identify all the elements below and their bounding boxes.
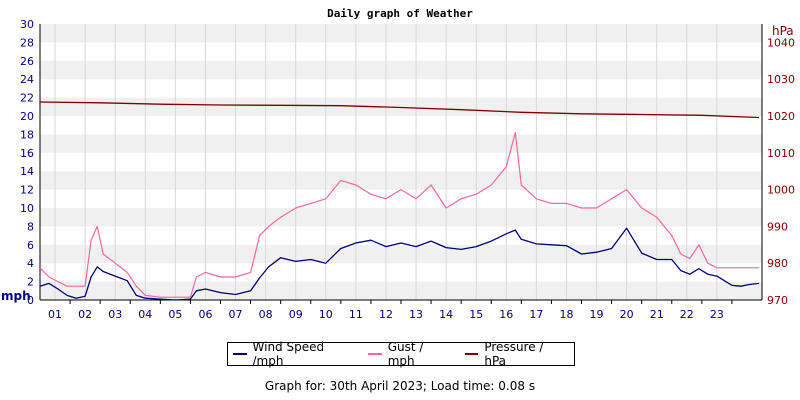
x-tick-label: 05 — [168, 308, 182, 321]
legend-label-pressure: Pressure / hPa — [484, 340, 544, 368]
axes — [39, 24, 763, 301]
grid-band — [40, 189, 762, 208]
x-tick-label: 22 — [680, 308, 694, 321]
x-tick-label: 19 — [590, 308, 604, 321]
x-tick-label: 04 — [138, 308, 152, 321]
y-axis-left-label: mph — [1, 289, 31, 303]
grid-band — [40, 152, 762, 172]
y-tick-label-right: 1040 — [767, 36, 795, 49]
x-tick-label: 01 — [48, 308, 62, 321]
y-tick-label-right: 1020 — [767, 110, 795, 123]
x-tick-label: 13 — [409, 308, 423, 321]
x-tick-label: 11 — [349, 308, 363, 321]
grid-band — [40, 42, 762, 61]
y-tick-label-right: 980 — [767, 257, 788, 270]
series-layer — [39, 101, 760, 301]
x-tick-label: 18 — [559, 308, 573, 321]
footer-status: Graph for: 30th April 2023; Load time: 0… — [264, 379, 536, 393]
x-tick-label: 07 — [229, 308, 243, 321]
y-tick-label-right: 1000 — [767, 184, 795, 197]
y-tick-label-left: 2 — [27, 276, 34, 289]
axis-labels: 01 02 03 04 05 06 07 08 09 10 11 12 13 14 15 16 17 18 19 20… — [20, 18, 795, 321]
grid-band — [40, 171, 762, 190]
y-tick-label-left: 0 — [27, 294, 34, 307]
series-line-gust-mph — [39, 132, 759, 298]
x-tick-label: 17 — [529, 308, 543, 321]
y-tick-label-left: 22 — [20, 92, 34, 105]
legend-item-pressure: Pressure / hPa — [464, 340, 566, 368]
y-tick-label-left: 26 — [20, 55, 34, 68]
x-tick-label: 08 — [259, 308, 273, 321]
legend-swatch-pressure — [464, 353, 479, 355]
y-tick-label-left: 6 — [27, 239, 34, 252]
y-tick-label-left: 8 — [27, 220, 34, 233]
x-tick-label: 16 — [499, 308, 513, 321]
y-axis-right-label: hPa — [772, 24, 794, 38]
y-tick-label-left: 10 — [20, 202, 34, 215]
y-tick-label-left: 16 — [20, 147, 34, 160]
y-tick-label-left: 18 — [20, 128, 34, 141]
x-tick-label: 02 — [78, 308, 92, 321]
series-line-pressure-hpa — [39, 101, 760, 119]
grid-band — [40, 97, 762, 116]
grid-band — [40, 60, 762, 80]
legend-label-wind: Wind Speed /mph — [252, 340, 325, 368]
x-tick-label: 14 — [439, 308, 453, 321]
series-line-wind-speed-mph — [39, 227, 760, 301]
legend-item-wind: Wind Speed /mph — [233, 340, 355, 368]
grid-band — [40, 134, 762, 153]
y-tick-label-left: 28 — [20, 36, 34, 49]
grid-band — [40, 244, 762, 264]
x-tick-label: 12 — [379, 308, 393, 321]
x-tick-label: 09 — [289, 308, 303, 321]
y-tick-label-right: 990 — [767, 220, 788, 233]
grid-bands — [40, 24, 762, 300]
grid-band — [40, 116, 762, 135]
legend-swatch-wind — [233, 353, 247, 355]
x-tick-label: 06 — [198, 308, 212, 321]
vertical-grid — [54, 24, 733, 304]
x-tick-label: 21 — [650, 308, 664, 321]
x-tick-label: 03 — [108, 308, 122, 321]
grid-band — [40, 208, 762, 227]
x-tick-label: 10 — [319, 308, 333, 321]
y-tick-label-left: 14 — [20, 165, 34, 178]
grid-band — [40, 281, 762, 300]
x-tick-label: 23 — [710, 308, 724, 321]
y-tick-label-right: 970 — [767, 294, 788, 307]
x-tick-label: 15 — [469, 308, 483, 321]
y-tick-label-left: 30 — [20, 18, 34, 31]
grid-band — [40, 226, 762, 245]
legend-swatch-gust — [368, 353, 382, 355]
y-tick-label-left: 24 — [20, 73, 34, 86]
chart-legend: Wind Speed /mph Gust / mph Pressure / hP… — [227, 340, 575, 368]
legend-label-gust: Gust / mph — [387, 340, 424, 368]
y-tick-label-left: 4 — [27, 257, 34, 270]
grid-band — [40, 24, 762, 43]
legend-item-gust: Gust / mph — [368, 340, 452, 368]
x-tick-label: 20 — [620, 308, 634, 321]
y-tick-label-left: 20 — [20, 110, 34, 123]
y-tick-label-right: 1030 — [767, 73, 795, 86]
y-tick-label-right: 1010 — [767, 147, 795, 160]
grid-band — [40, 79, 762, 98]
y-tick-label-left: 12 — [20, 184, 34, 197]
grid-band — [40, 263, 762, 282]
chart-title: Daily graph of Weather — [327, 7, 473, 20]
